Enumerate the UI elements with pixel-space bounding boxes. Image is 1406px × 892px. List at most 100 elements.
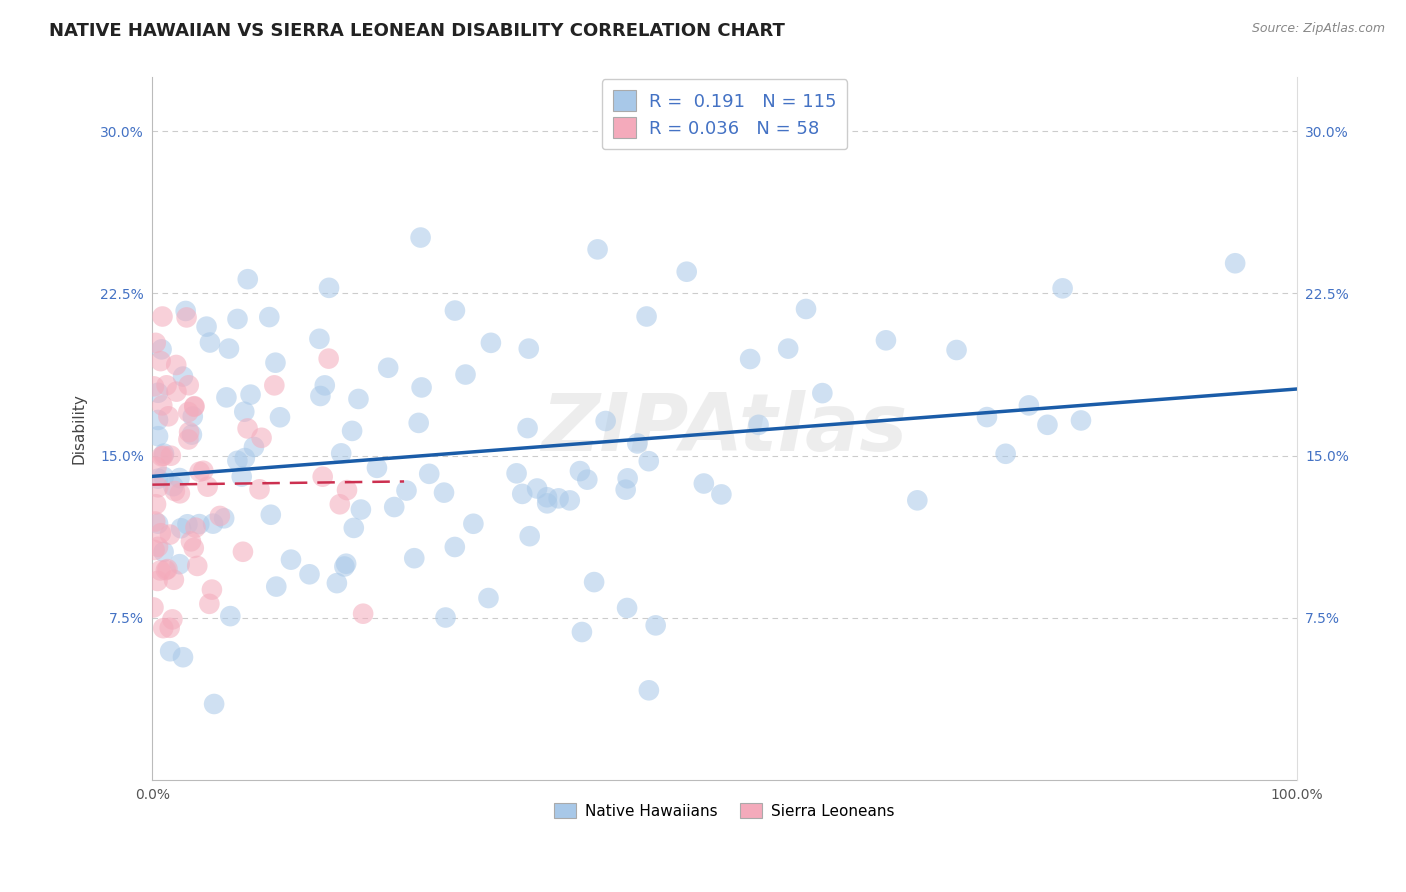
Point [152,545,174,559]
Point [170,521,193,535]
Point [280,552,302,566]
Point [233,405,256,419]
Point [333,559,356,574]
Point [994,447,1017,461]
Point [266,580,288,594]
Point [198,335,221,350]
Point [176,310,198,325]
Point [232,545,254,559]
Point [536,490,558,504]
Point [1070,413,1092,427]
Point [208,508,231,523]
Point [1036,417,1059,432]
Point [444,303,467,318]
Point [177,378,200,392]
Point [976,410,998,425]
Point [250,431,273,445]
Point [176,517,198,532]
Point [329,497,352,511]
Point [197,480,219,494]
Point [201,582,224,597]
Point [616,471,638,485]
Point [644,618,666,632]
Point [510,487,533,501]
Text: ZIPAtlas: ZIPAtlas [541,390,908,467]
Point [231,469,253,483]
Point [166,384,188,399]
Point [163,483,186,498]
Point [159,644,181,658]
Point [152,310,174,324]
Point [312,469,335,483]
Point [568,464,591,478]
Point [202,697,225,711]
Point [335,557,357,571]
Point [366,460,388,475]
Point [1018,398,1040,412]
Point [145,497,167,511]
Point [198,597,221,611]
Point [443,540,465,554]
Point [149,526,172,541]
Point [156,562,179,576]
Point [152,621,174,635]
Point [155,378,177,392]
Point [146,385,169,400]
Point [243,440,266,454]
Point [336,483,359,497]
Point [583,575,606,590]
Point [595,414,617,428]
Point [183,541,205,555]
Point [146,413,169,427]
Point [454,368,477,382]
Point [875,334,897,348]
Point [614,483,637,497]
Point [637,454,659,468]
Legend: Native Hawaiians, Sierra Leoneans: Native Hawaiians, Sierra Leoneans [548,797,901,824]
Point [298,567,321,582]
Point [249,483,271,497]
Point [193,464,215,478]
Point [180,427,202,442]
Point [169,557,191,571]
Point [418,467,440,481]
Point [571,625,593,640]
Point [1223,256,1246,270]
Point [352,607,374,621]
Point [186,558,208,573]
Point [150,450,173,464]
Point [519,529,541,543]
Point [226,454,249,468]
Point [811,386,834,401]
Point [314,378,336,392]
Point [239,387,262,401]
Point [162,612,184,626]
Point [638,683,661,698]
Point [411,380,433,394]
Point [177,425,200,439]
Point [181,409,204,424]
Point [558,493,581,508]
Point [616,601,638,615]
Point [626,436,648,450]
Point [146,480,169,494]
Point [149,354,172,368]
Point [748,417,770,432]
Text: NATIVE HAWAIIAN VS SIERRA LEONEAN DISABILITY CORRELATION CHART: NATIVE HAWAIIAN VS SIERRA LEONEAN DISABI… [49,22,785,40]
Point [409,230,432,244]
Point [188,465,211,479]
Point [233,451,256,466]
Point [183,399,205,413]
Point [260,508,283,522]
Point [155,563,177,577]
Point [183,400,205,414]
Point [479,335,502,350]
Point [142,379,165,393]
Point [586,243,609,257]
Point [212,511,235,525]
Point [184,521,207,535]
Point [710,487,733,501]
Point [172,650,194,665]
Point [150,343,173,357]
Point [149,564,172,578]
